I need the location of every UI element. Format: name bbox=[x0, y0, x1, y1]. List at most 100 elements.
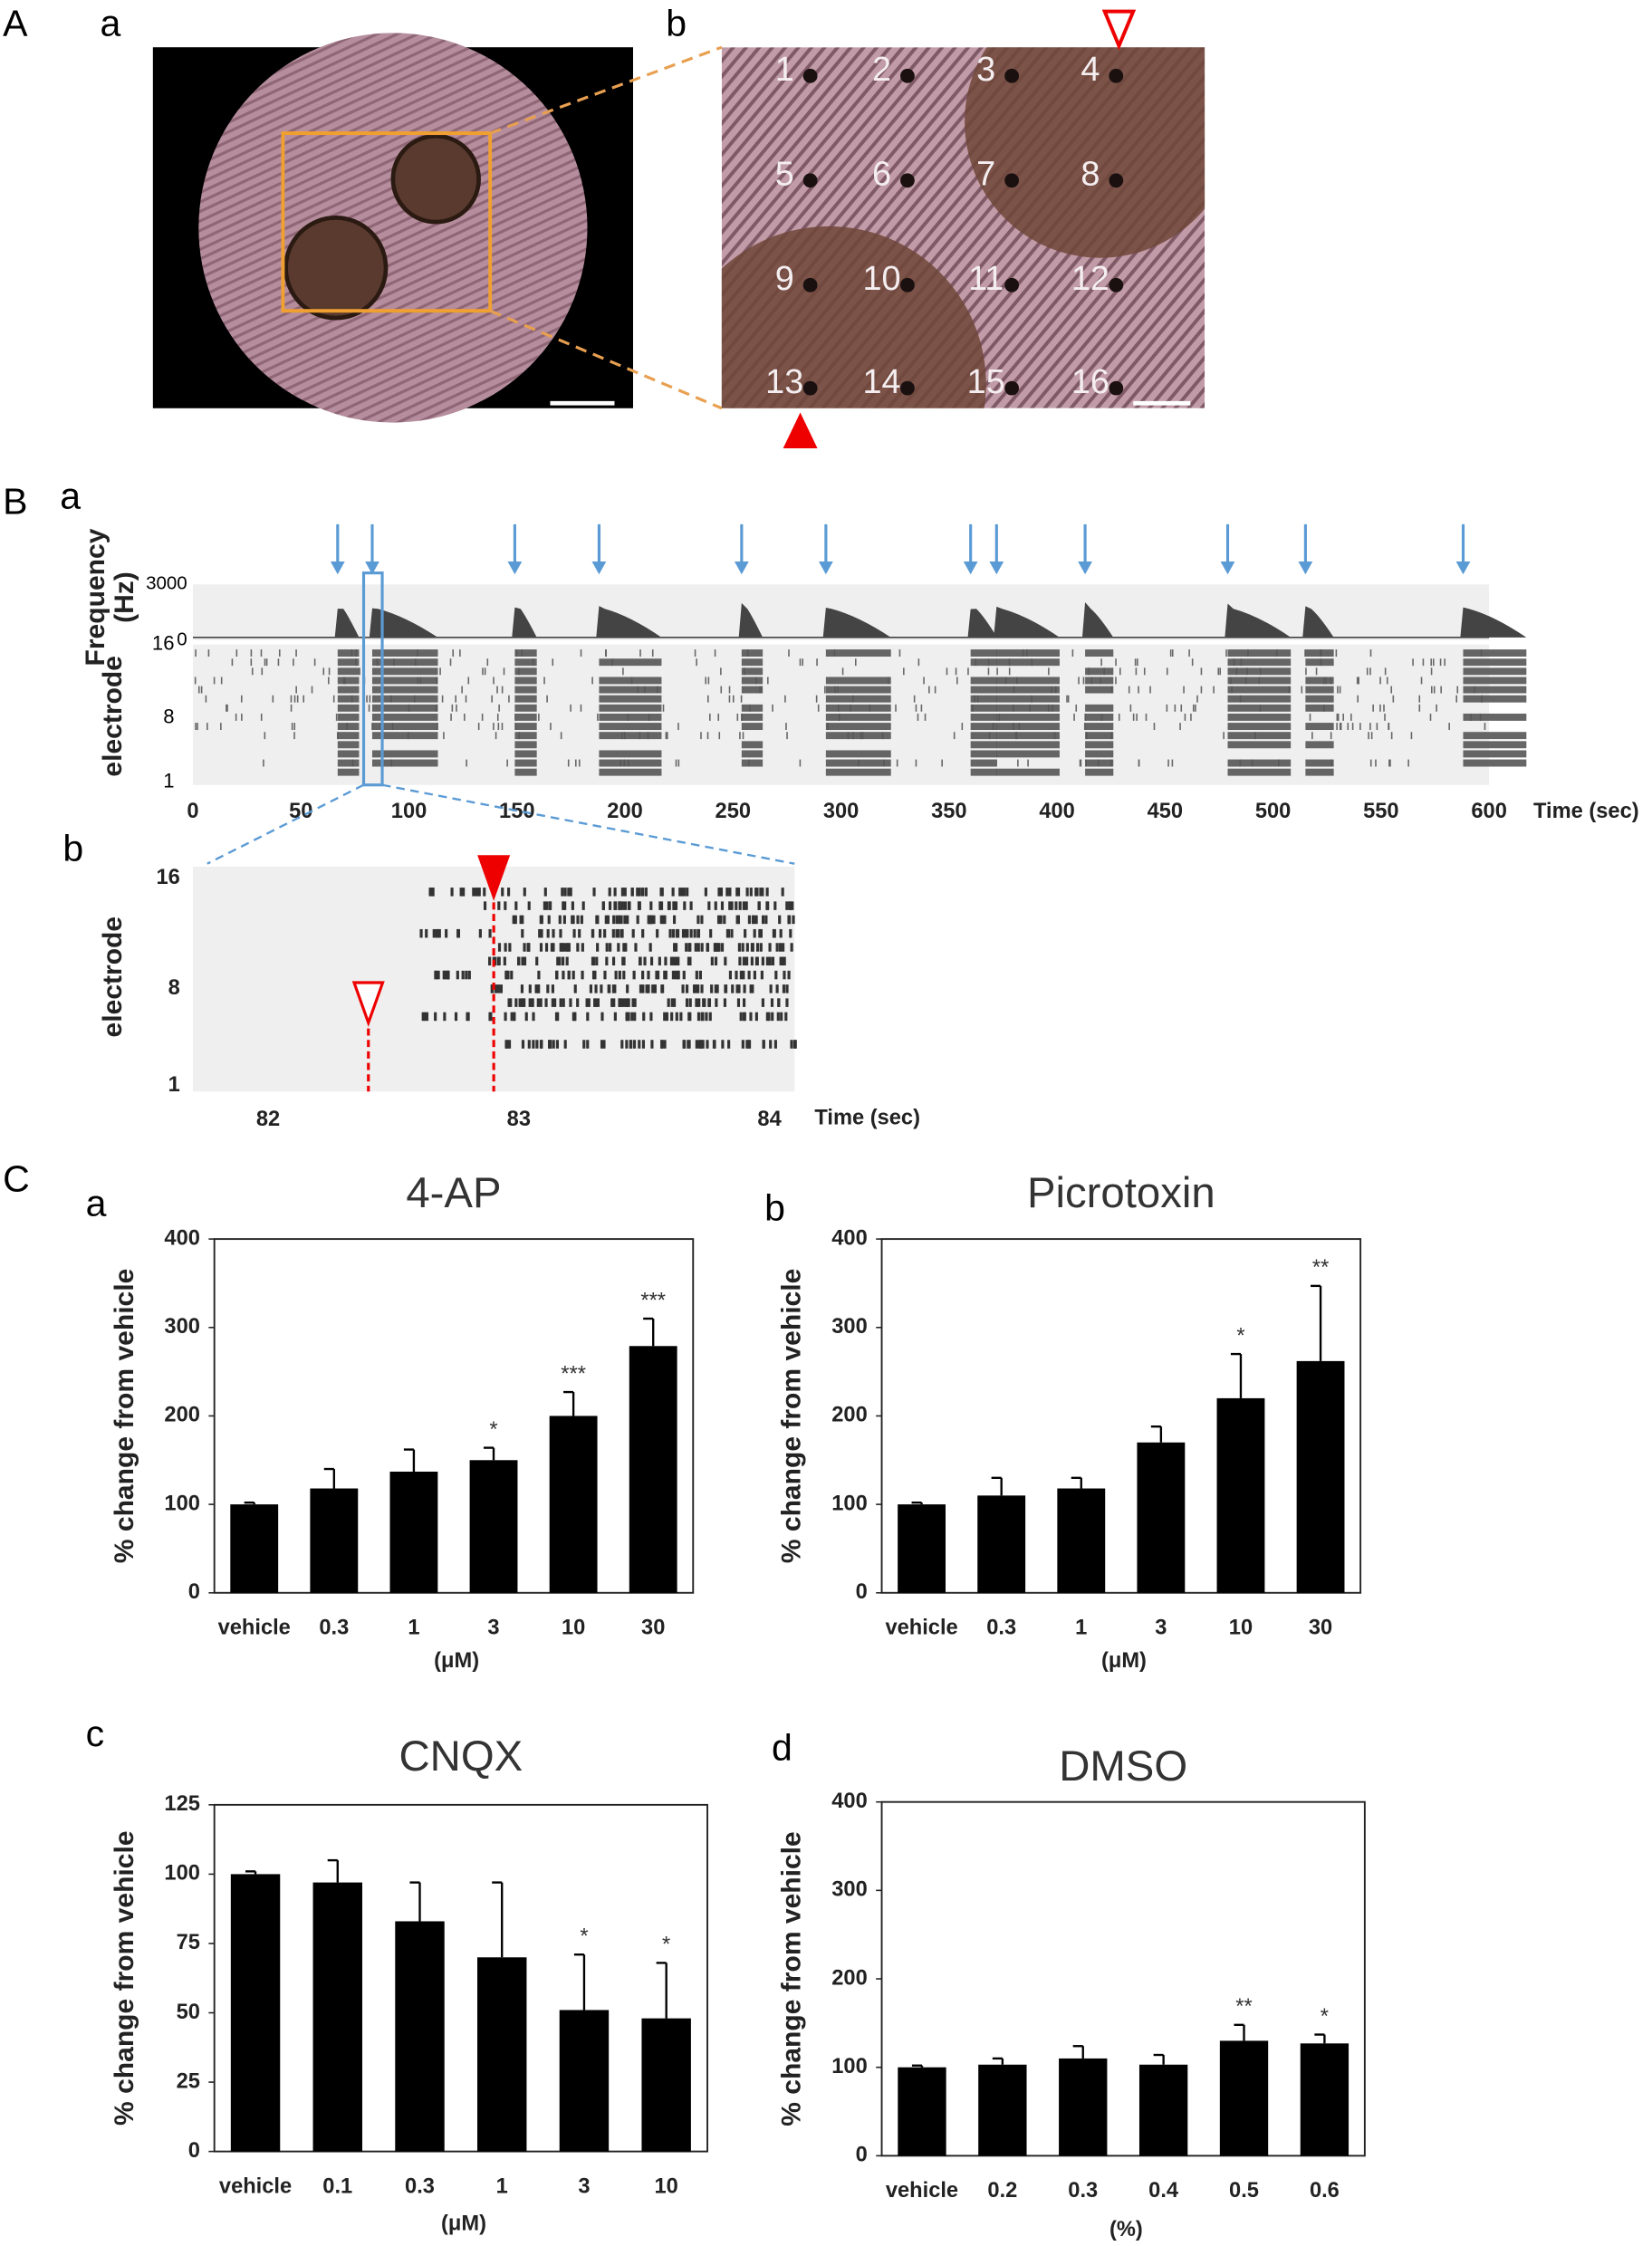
significance: * bbox=[580, 1924, 588, 1948]
raster-texture bbox=[688, 956, 692, 966]
raster-texture bbox=[778, 943, 783, 952]
raster-texture bbox=[436, 928, 440, 938]
raster-texture bbox=[425, 928, 428, 938]
raster-texture bbox=[562, 943, 566, 952]
raster-texture bbox=[556, 956, 560, 966]
raster-texture bbox=[547, 915, 551, 925]
x-tick-label: 30 bbox=[1309, 1617, 1332, 1640]
y-tick-label: 100 bbox=[164, 1862, 199, 1886]
raster-texture bbox=[779, 956, 783, 966]
raster-texture bbox=[784, 695, 786, 703]
bar bbox=[395, 1921, 445, 2152]
raster-texture bbox=[546, 984, 550, 993]
raster-texture bbox=[749, 888, 753, 897]
bar bbox=[389, 1471, 438, 1593]
raster-texture bbox=[293, 732, 295, 740]
significance: ** bbox=[1312, 1256, 1329, 1280]
raster-texture bbox=[1132, 713, 1135, 721]
raster-texture bbox=[474, 888, 478, 897]
raster-texture bbox=[425, 1012, 429, 1022]
raster-texture bbox=[717, 888, 721, 897]
y-tick-label: 1 bbox=[163, 769, 174, 792]
raster-texture bbox=[678, 888, 682, 897]
electrode-label: 6 bbox=[872, 156, 891, 194]
x-tick-label: 0 bbox=[187, 800, 198, 823]
raster-texture bbox=[1389, 759, 1391, 767]
panel-label: A bbox=[3, 2, 28, 43]
raster-texture bbox=[620, 888, 624, 897]
burst-hist bbox=[967, 609, 997, 638]
raster-texture bbox=[707, 901, 711, 910]
raster-texture bbox=[1169, 649, 1172, 657]
raster-texture bbox=[717, 943, 721, 952]
burst-raster bbox=[1305, 695, 1334, 703]
raster-texture bbox=[896, 759, 898, 767]
raster-texture bbox=[780, 1012, 783, 1022]
raster-texture bbox=[264, 732, 266, 740]
raster-texture bbox=[700, 1012, 704, 1022]
burst-raster bbox=[514, 658, 537, 667]
raster-texture bbox=[631, 928, 635, 938]
burst-raster bbox=[1227, 695, 1292, 703]
burst-raster bbox=[970, 713, 997, 721]
raster-texture bbox=[1195, 704, 1196, 712]
burst-raster bbox=[371, 732, 438, 740]
raster-texture bbox=[478, 928, 482, 938]
raster-texture bbox=[366, 695, 368, 703]
raster-texture bbox=[207, 649, 210, 657]
raster-texture bbox=[576, 915, 580, 925]
raster-texture bbox=[484, 667, 486, 676]
raster-texture bbox=[1119, 667, 1121, 676]
raster-texture bbox=[799, 658, 802, 667]
raster-texture bbox=[745, 943, 749, 952]
raster-texture bbox=[1384, 667, 1387, 676]
raster-texture bbox=[680, 888, 685, 897]
raster-texture bbox=[552, 943, 555, 952]
raster-texture bbox=[543, 677, 545, 685]
raster-texture bbox=[1369, 649, 1372, 657]
raster-texture bbox=[565, 956, 569, 966]
raster-texture bbox=[332, 695, 335, 703]
raster-texture bbox=[731, 984, 735, 993]
bar bbox=[977, 1495, 1026, 1593]
burst-raster bbox=[1227, 677, 1292, 685]
raster-texture bbox=[1418, 704, 1421, 712]
raster-texture bbox=[496, 713, 499, 721]
raster-texture bbox=[596, 998, 600, 1007]
burst-raster bbox=[1305, 741, 1334, 749]
raster-texture bbox=[476, 888, 480, 897]
raster-texture bbox=[611, 956, 616, 966]
raster-texture bbox=[539, 998, 543, 1007]
raster-texture bbox=[519, 915, 523, 925]
raster-texture bbox=[744, 928, 747, 938]
raster-texture bbox=[1379, 704, 1381, 712]
raster-texture bbox=[336, 732, 339, 740]
open-triangle bbox=[1101, 9, 1137, 51]
raster-texture bbox=[776, 1012, 780, 1022]
raster-texture bbox=[725, 928, 729, 938]
raster-texture bbox=[508, 943, 512, 952]
raster-texture bbox=[720, 667, 722, 676]
zoom-line bbox=[206, 783, 365, 865]
bar bbox=[898, 2067, 946, 2156]
raster-texture bbox=[442, 970, 447, 980]
slice bbox=[721, 226, 986, 408]
raster-texture bbox=[278, 649, 281, 657]
raster-texture bbox=[854, 658, 857, 667]
raster-texture bbox=[614, 970, 618, 980]
raster-texture bbox=[633, 998, 637, 1007]
raster-texture bbox=[527, 943, 531, 952]
burst-raster bbox=[996, 704, 1060, 712]
raster-texture bbox=[710, 984, 714, 993]
raster-texture bbox=[295, 686, 297, 694]
burst-raster bbox=[599, 759, 662, 767]
raster-texture bbox=[638, 888, 641, 897]
raster-texture bbox=[1342, 713, 1344, 721]
burst-raster bbox=[1463, 741, 1527, 749]
raster-texture bbox=[1174, 704, 1177, 712]
burst-raster bbox=[970, 649, 997, 657]
raster-texture bbox=[612, 915, 616, 925]
raster-texture bbox=[1166, 667, 1168, 676]
burst-raster bbox=[1463, 732, 1527, 740]
raster-texture bbox=[1179, 723, 1181, 730]
